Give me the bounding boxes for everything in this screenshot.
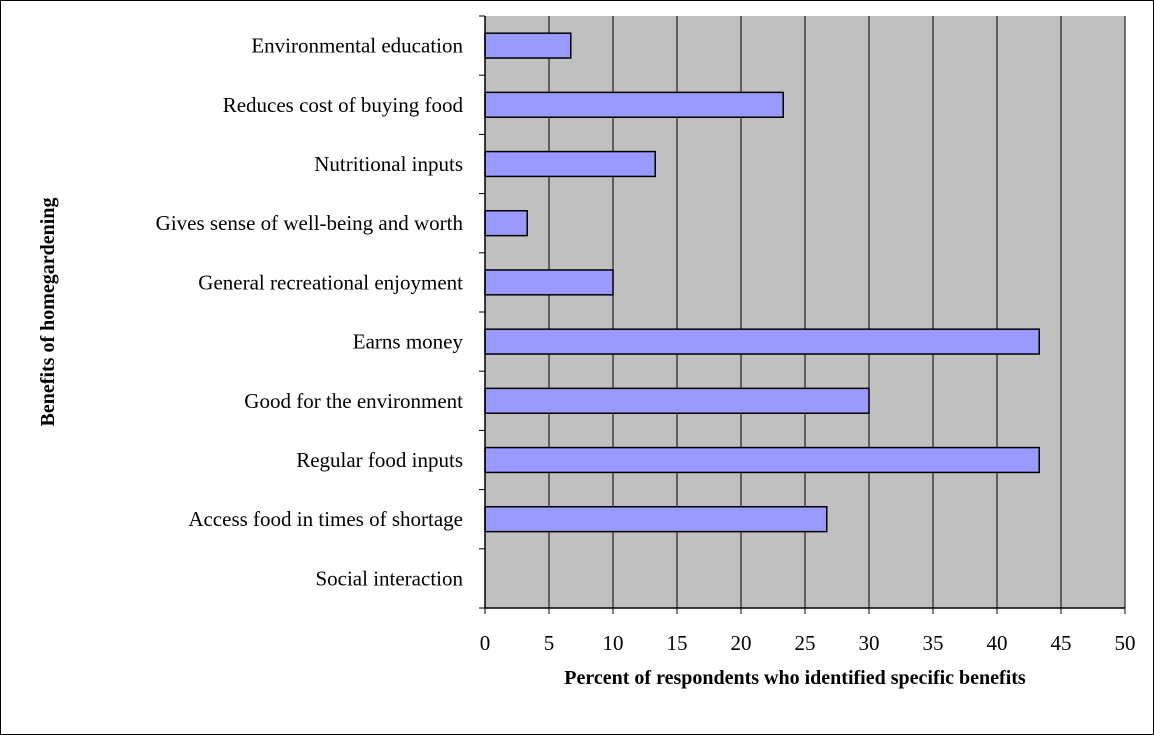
axes <box>479 15 1126 614</box>
category-label: Nutritional inputs <box>314 152 463 176</box>
x-tick-label: 10 <box>603 631 624 655</box>
category-label: Gives sense of well-being and worth <box>156 211 464 235</box>
category-label: Regular food inputs <box>296 448 463 472</box>
bar <box>484 32 572 59</box>
x-tick-label: 45 <box>1051 631 1072 655</box>
x-tick-label: 25 <box>795 631 816 655</box>
category-label: Reduces cost of buying food <box>223 93 464 117</box>
x-tick-label: 15 <box>667 631 688 655</box>
x-tick-label: 5 <box>544 631 555 655</box>
x-tick-label: 20 <box>731 631 752 655</box>
y-axis-title: Benefits of homegardening <box>37 198 59 427</box>
x-tick-label: 40 <box>987 631 1008 655</box>
category-label: General recreational enjoyment <box>198 270 463 294</box>
bar <box>484 91 784 118</box>
bar <box>484 269 614 296</box>
bar <box>484 328 1040 355</box>
category-label: Earns money <box>353 330 464 354</box>
bar <box>484 210 528 237</box>
bar <box>484 506 828 533</box>
bar <box>484 150 656 178</box>
category-label: Social interaction <box>315 566 463 590</box>
category-labels: Environmental education Reduces cost of b… <box>156 34 464 591</box>
x-axis-title: Percent of respondents who identified sp… <box>564 667 1026 689</box>
category-label: Good for the environment <box>244 389 463 413</box>
x-tick-label: 35 <box>923 631 944 655</box>
x-tick-label: 50 <box>1115 631 1136 655</box>
category-label: Access food in times of shortage <box>188 507 463 531</box>
x-tick-label: 30 <box>859 631 880 655</box>
tick-labels: 0 5 10 15 20 25 30 35 40 45 50 <box>480 631 1136 655</box>
category-label: Environmental education <box>251 34 463 58</box>
bar <box>484 446 1040 474</box>
x-tick-label: 0 <box>480 631 491 655</box>
bar <box>484 387 870 414</box>
